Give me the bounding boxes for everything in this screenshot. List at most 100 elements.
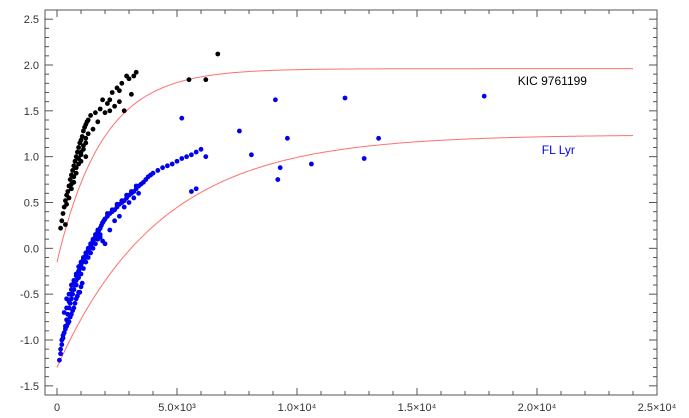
- fl-lyr-point: [309, 161, 314, 167]
- y-tick-label: -0.5: [20, 289, 39, 301]
- fl-lyr-point: [76, 275, 81, 281]
- fl-lyr-point: [73, 282, 79, 288]
- fl-lyr-point: [184, 154, 190, 160]
- fl-lyr-point: [75, 293, 80, 299]
- fit-curve: [56, 135, 634, 368]
- data-points: [57, 51, 487, 363]
- fl-lyr-point: [93, 241, 98, 247]
- fl-lyr-point: [165, 163, 170, 169]
- fl-lyr-point: [237, 128, 242, 134]
- fl-lyr-point: [72, 300, 78, 306]
- kic-9761199-point: [83, 154, 89, 160]
- x-tick-label: 1.0×10⁴: [278, 402, 317, 414]
- fl-lyr-point: [105, 211, 110, 216]
- fl-lyr-point: [102, 241, 108, 247]
- kic-9761199-point: [78, 158, 84, 164]
- kic-9761199-point: [90, 126, 96, 132]
- kic-9761199-point: [81, 143, 86, 149]
- fl-lyr-point: [112, 218, 117, 224]
- x-tick-label: 0: [54, 402, 60, 414]
- x-tick-label: 5.0×10³: [158, 402, 196, 414]
- fl-lyr-point: [70, 308, 75, 314]
- x-tick-label: 1.5×10⁴: [398, 402, 437, 414]
- kic-9761199-point: [73, 170, 79, 176]
- fl-lyr-point: [160, 165, 166, 171]
- kic-9761199-point: [83, 135, 89, 141]
- fl-lyr-point: [90, 245, 96, 251]
- kic-9761199-point: [69, 181, 74, 187]
- fl-lyr-point: [88, 250, 93, 256]
- fl-lyr-point: [481, 93, 487, 99]
- kic-9761199-point: [97, 106, 103, 112]
- fl-lyr-point: [189, 152, 194, 158]
- fl-lyr-point: [64, 305, 69, 311]
- kic-9761199-point: [121, 108, 127, 114]
- kic-9761199-point: [105, 101, 110, 106]
- kic-9761199-label: KIC 9761199: [518, 74, 587, 88]
- kic-9761199-point: [75, 149, 80, 155]
- fl-lyr-point: [179, 156, 185, 161]
- fl-lyr-point: [61, 310, 67, 315]
- fl-lyr-point: [83, 259, 89, 265]
- fl-lyr-point: [133, 183, 139, 189]
- fl-lyr-point: [249, 152, 254, 158]
- kic-9761199-point: [85, 131, 91, 137]
- fl-lyr-point: [78, 284, 84, 290]
- fl-lyr-point: [78, 271, 84, 277]
- y-tick-label: -1.0: [20, 335, 39, 347]
- fl-lyr-point: [376, 135, 381, 141]
- fl-lyr-point: [124, 192, 129, 198]
- y-tick-label: 2.0: [24, 60, 39, 72]
- y-tick-label: 1.0: [24, 152, 39, 164]
- fl-lyr-point: [285, 135, 290, 141]
- fl-lyr-point: [361, 156, 367, 161]
- tick-labels: 0 5.0×10³ 1.0×10⁴ 1.5×10⁴ 2.0×10⁴ 2.5×10⁴ -1.5…: [20, 14, 677, 414]
- fl-lyr-point: [342, 95, 348, 101]
- fl-lyr-point: [97, 225, 103, 231]
- fl-lyr-point: [277, 165, 283, 171]
- x-tick-label: 2.5×10⁴: [638, 402, 677, 414]
- fl-lyr-point: [273, 97, 278, 103]
- fl-lyr-point: [136, 190, 142, 196]
- y-tick-label: 1.5: [24, 106, 39, 118]
- fl-lyr-point: [155, 168, 161, 173]
- kic-9761199-point: [59, 218, 65, 224]
- fl-lyr-point: [95, 236, 101, 242]
- kic-9761199-point: [71, 174, 77, 180]
- fl-lyr-point: [71, 287, 77, 292]
- fl-lyr-point: [85, 255, 91, 260]
- kic-9761199-point: [64, 201, 69, 207]
- kic-9761199-point: [133, 69, 139, 75]
- fl-lyr-point: [65, 321, 71, 326]
- fl-lyr-point: [121, 204, 127, 210]
- fit-curve: [56, 68, 633, 263]
- fl-lyr-point: [102, 216, 108, 222]
- y-tick-label: 2.5: [24, 14, 39, 26]
- kic-9761199-point: [88, 113, 93, 118]
- y-tick-label: -1.5: [20, 381, 39, 393]
- fl-lyr-point: [179, 115, 185, 121]
- kic-9761199-point: [67, 177, 73, 182]
- kic-9761199-point: [66, 195, 72, 201]
- kic-9761199-point: [63, 222, 68, 227]
- fl-lyr-point: [131, 195, 137, 201]
- kic-9761199-point: [72, 158, 78, 164]
- kic-9761199-point: [102, 110, 108, 116]
- kic-9761199-point: [186, 77, 192, 83]
- kic-9761199-point: [65, 189, 71, 194]
- y-tick-label: 0.0: [24, 243, 39, 255]
- kic-9761199-point: [117, 88, 122, 94]
- kic-9761199-point: [93, 110, 98, 116]
- fl-lyr-point: [81, 266, 86, 271]
- fl-lyr-point: [59, 337, 65, 343]
- fl-lyr-point: [193, 149, 199, 155]
- fl-lyr-point: [126, 200, 132, 205]
- fl-lyr-point: [78, 262, 84, 268]
- fl-lyr-point: [60, 333, 66, 338]
- kic-9761199-point: [119, 80, 125, 86]
- fl-lyr-point: [203, 154, 209, 160]
- fl-lyr-point: [114, 201, 120, 207]
- kic-9761199-point: [60, 211, 66, 216]
- kic-9761199-point: [58, 225, 63, 231]
